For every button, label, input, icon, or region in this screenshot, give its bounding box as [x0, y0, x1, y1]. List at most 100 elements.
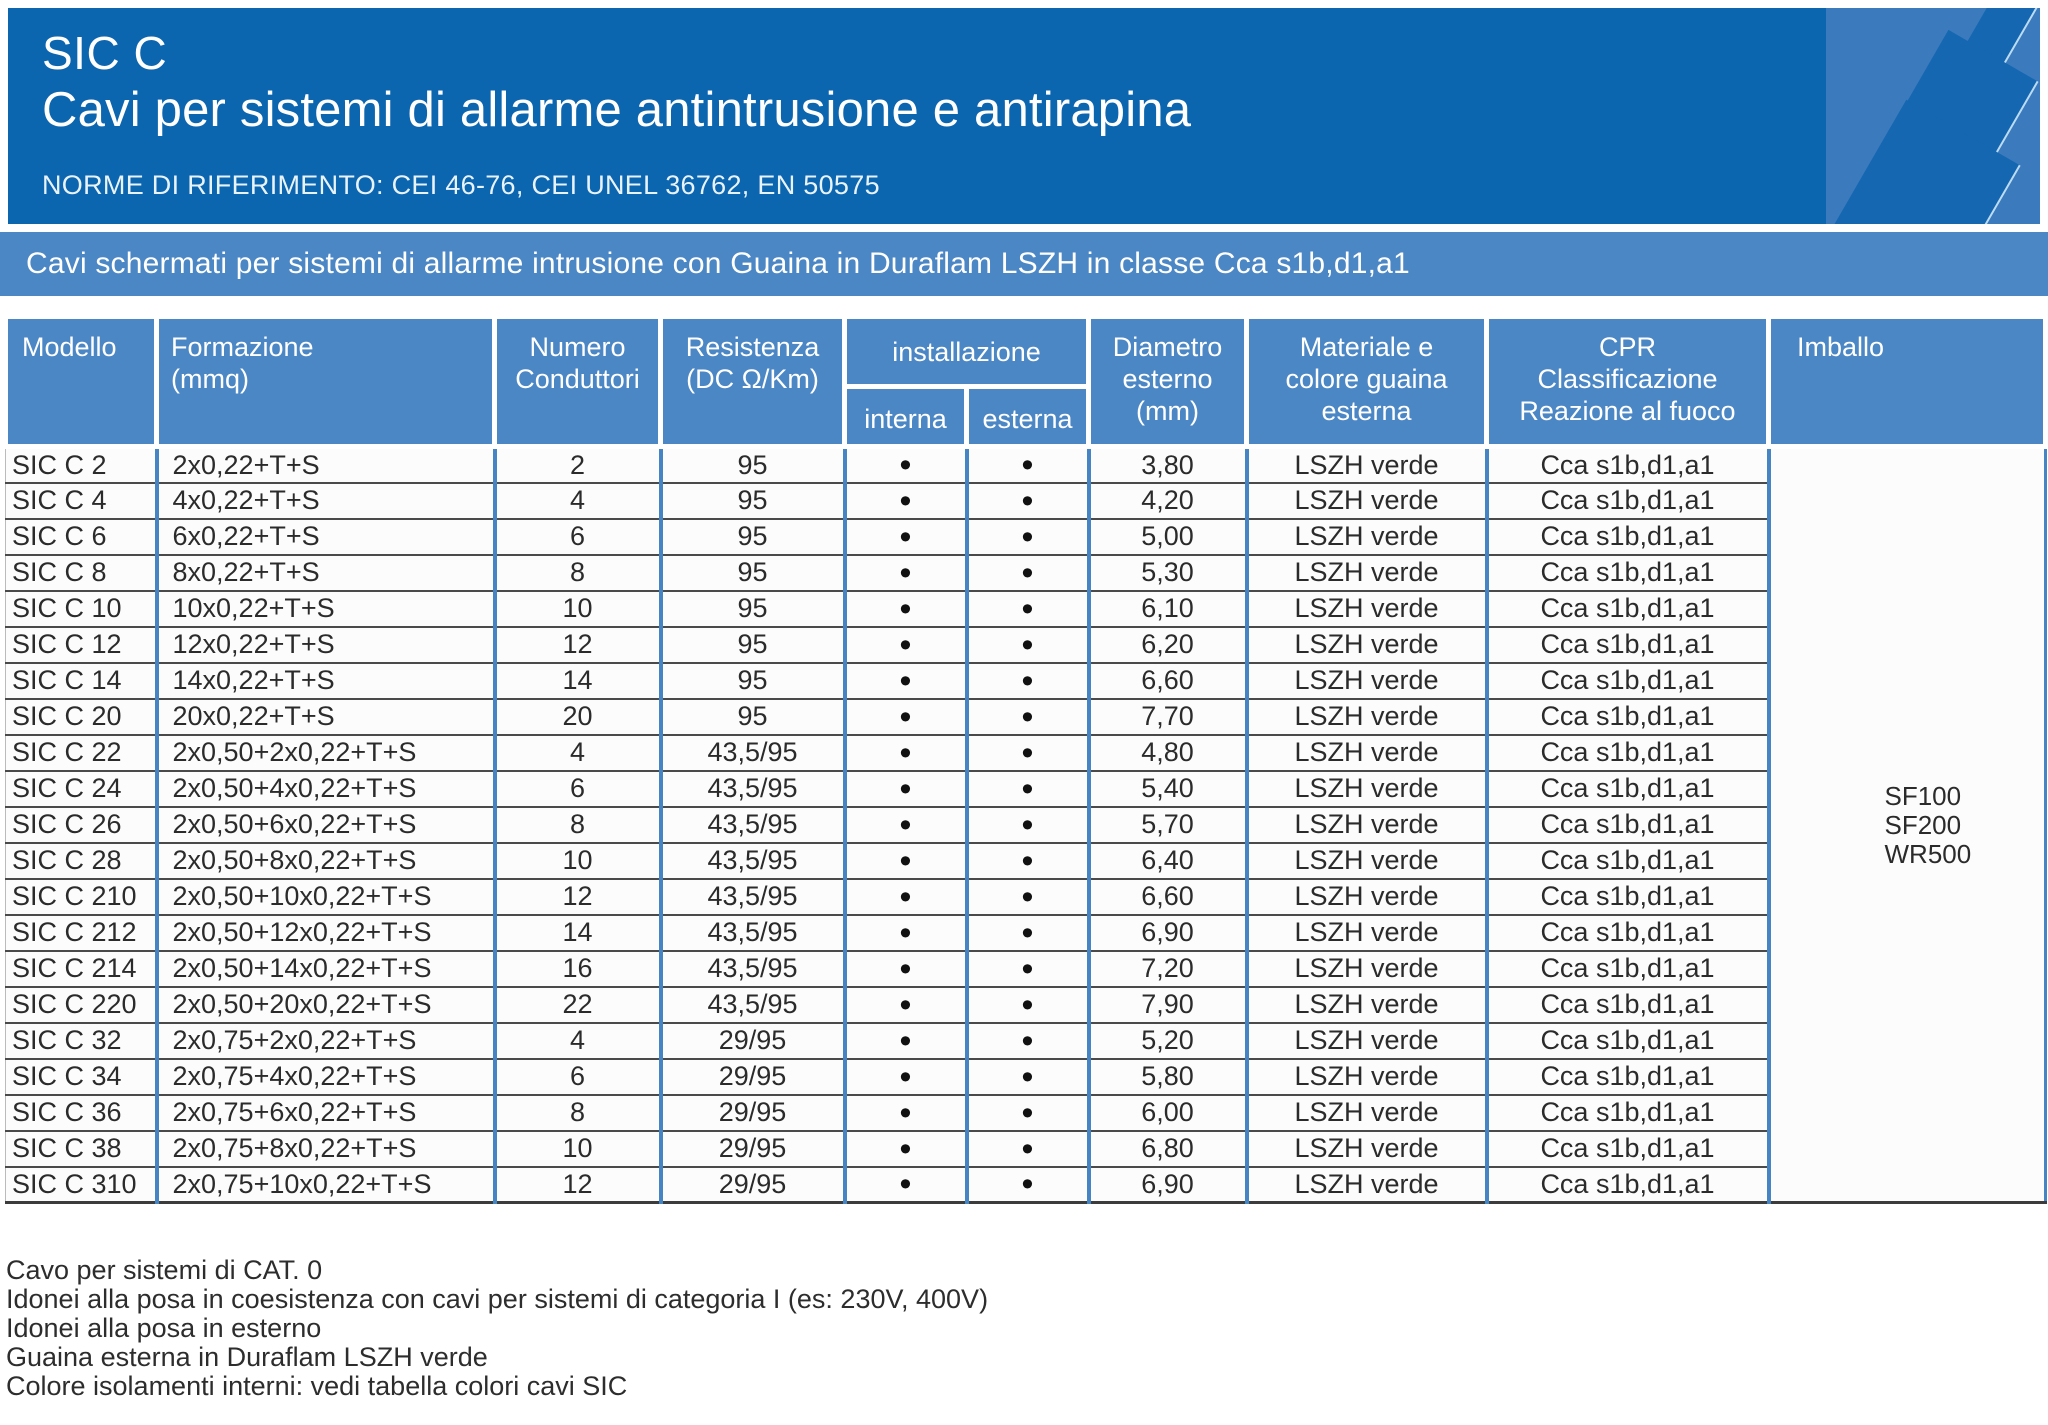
- cell-resistenza: 95: [658, 698, 847, 736]
- cell-cpr: Cca s1b,d1,a1: [1484, 1094, 1771, 1132]
- cell-formazione: 2x0,22+T+S: [154, 446, 497, 484]
- cell-installazione-interna-dot: •: [842, 1094, 969, 1132]
- table-row: SIC C 212 2x0,50+12x0,22+T+S 14 43,5/95 …: [5, 914, 2046, 952]
- cell-installazione-interna-dot: •: [842, 842, 969, 880]
- cell-cpr: Cca s1b,d1,a1: [1484, 482, 1771, 520]
- cell-resistenza: 43,5/95: [658, 986, 847, 1024]
- cell-installazione-esterna-dot: •: [964, 1130, 1091, 1168]
- cell-resistenza: 95: [658, 446, 847, 484]
- cell-resistenza: 95: [658, 626, 847, 664]
- cell-modello: SIC C 24: [5, 770, 159, 808]
- cell-materiale: LSZH verde: [1244, 1094, 1489, 1132]
- cell-installazione-esterna-dot: •: [964, 950, 1091, 988]
- table-row: SIC C 36 2x0,75+6x0,22+T+S 8 29/95 • • 6…: [5, 1094, 2046, 1132]
- col-header-formazione: Formazione (mmq): [154, 314, 497, 449]
- cell-materiale: LSZH verde: [1244, 878, 1489, 916]
- cell-formazione: 2x0,75+4x0,22+T+S: [154, 1058, 497, 1096]
- cell-installazione-interna-dot: •: [842, 1130, 969, 1168]
- table-row: SIC C 4 4x0,22+T+S 4 95 • • 4,20 LSZH ve…: [5, 482, 2046, 520]
- cell-conduttori: 8: [492, 554, 663, 592]
- cell-cpr: Cca s1b,d1,a1: [1484, 590, 1771, 628]
- cell-cpr: Cca s1b,d1,a1: [1484, 626, 1771, 664]
- cell-installazione-esterna-dot: •: [964, 518, 1091, 556]
- cell-resistenza: 43,5/95: [658, 842, 847, 880]
- cell-modello: SIC C 28: [5, 842, 159, 880]
- cell-modello: SIC C 22: [5, 734, 159, 772]
- cell-cpr: Cca s1b,d1,a1: [1484, 1166, 1771, 1204]
- table-row: SIC C 32 2x0,75+2x0,22+T+S 4 29/95 • • 5…: [5, 1022, 2046, 1060]
- cell-cpr: Cca s1b,d1,a1: [1484, 662, 1771, 700]
- cell-diametro: 6,90: [1086, 914, 1249, 952]
- cell-diametro: 4,20: [1086, 482, 1249, 520]
- cell-cpr: Cca s1b,d1,a1: [1484, 1022, 1771, 1060]
- cell-conduttori: 4: [492, 734, 663, 772]
- cell-modello: SIC C 34: [5, 1058, 159, 1096]
- cell-modello: SIC C 214: [5, 950, 159, 988]
- cell-installazione-esterna-dot: •: [964, 914, 1091, 952]
- table-row: SIC C 20 20x0,22+T+S 20 95 • • 7,70 LSZH…: [5, 698, 2046, 736]
- cell-installazione-interna-dot: •: [842, 1022, 969, 1060]
- cell-conduttori: 20: [492, 698, 663, 736]
- cell-installazione-esterna-dot: •: [964, 662, 1091, 700]
- imballo-values: SF100 SF200 WR500: [1885, 781, 2043, 869]
- cell-installazione-esterna-dot: •: [964, 734, 1091, 772]
- table-row: SIC C 2 2x0,22+T+S 2 95 • • 3,80 LSZH ve…: [5, 446, 2047, 1204]
- page-title: Cavi per sistemi di allarme antintrusion…: [42, 83, 1192, 137]
- cell-diametro: 5,80: [1086, 1058, 1249, 1096]
- cell-resistenza: 29/95: [658, 1022, 847, 1060]
- cell-modello: SIC C 4: [5, 482, 159, 520]
- cell-materiale: LSZH verde: [1244, 446, 1489, 484]
- cell-resistenza: 29/95: [658, 1166, 847, 1204]
- footer-notes: Cavo per sistemi di CAT. 0 Idonei alla po…: [6, 1256, 1606, 1401]
- cell-resistenza: 29/95: [658, 1094, 847, 1132]
- cell-cpr: Cca s1b,d1,a1: [1484, 518, 1771, 556]
- cell-cpr: Cca s1b,d1,a1: [1484, 554, 1771, 592]
- cell-modello: SIC C 2: [5, 446, 159, 484]
- cell-installazione-interna-dot: •: [842, 878, 969, 916]
- table-row: SIC C 14 14x0,22+T+S 14 95 • • 6,60 LSZH…: [5, 662, 2046, 700]
- table-row: SIC C 310 2x0,75+10x0,22+T+S 12 29/95 • …: [5, 1166, 2046, 1204]
- cell-conduttori: 14: [492, 662, 663, 700]
- cell-installazione-esterna-dot: •: [964, 770, 1091, 808]
- cell-installazione-esterna-dot: •: [964, 986, 1091, 1024]
- cell-conduttori: 8: [492, 806, 663, 844]
- col-header-materiale: Materiale e colore guaina esterna: [1244, 314, 1489, 449]
- cell-materiale: LSZH verde: [1244, 662, 1489, 700]
- cell-resistenza: 95: [658, 590, 847, 628]
- cell-modello: SIC C 36: [5, 1094, 159, 1132]
- cell-installazione-interna-dot: •: [842, 554, 969, 592]
- cell-materiale: LSZH verde: [1244, 986, 1489, 1024]
- cell-cpr: Cca s1b,d1,a1: [1484, 1058, 1771, 1096]
- col-header-imballo: Imballo: [1766, 314, 2048, 449]
- product-code: SIC C: [42, 27, 168, 79]
- cell-resistenza: 95: [658, 662, 847, 700]
- cell-installazione-interna-dot: •: [842, 770, 969, 808]
- cell-conduttori: 6: [492, 1058, 663, 1096]
- cell-installazione-interna-dot: •: [842, 1166, 969, 1204]
- cell-diametro: 6,90: [1086, 1166, 1249, 1204]
- cable-illustration-icon: [1826, 8, 2040, 224]
- cell-conduttori: 12: [492, 878, 663, 916]
- cell-formazione: 2x0,75+2x0,22+T+S: [154, 1022, 497, 1060]
- cell-installazione-esterna-dot: •: [964, 446, 1091, 484]
- cell-installazione-esterna-dot: •: [964, 842, 1091, 880]
- cell-conduttori: 2: [492, 446, 663, 484]
- cell-materiale: LSZH verde: [1244, 1166, 1489, 1204]
- cell-resistenza: 29/95: [658, 1130, 847, 1168]
- cell-diametro: 6,40: [1086, 842, 1249, 880]
- cell-installazione-esterna-dot: •: [964, 1058, 1091, 1096]
- cell-cpr: Cca s1b,d1,a1: [1484, 914, 1771, 952]
- cell-diametro: 7,90: [1086, 986, 1249, 1024]
- cell-conduttori: 8: [492, 1094, 663, 1132]
- cell-installazione-esterna-dot: •: [964, 1166, 1091, 1204]
- cell-modello: SIC C 8: [5, 554, 159, 592]
- cell-installazione-interna-dot: •: [842, 446, 969, 484]
- footer-note-line: Colore isolamenti interni: vedi tabella …: [6, 1371, 628, 1401]
- cell-modello: SIC C 210: [5, 878, 159, 916]
- cell-formazione: 14x0,22+T+S: [154, 662, 497, 700]
- cell-materiale: LSZH verde: [1244, 806, 1489, 844]
- cell-conduttori: 4: [492, 482, 663, 520]
- cell-formazione: 2x0,75+10x0,22+T+S: [154, 1166, 497, 1204]
- cell-resistenza: 43,5/95: [658, 914, 847, 952]
